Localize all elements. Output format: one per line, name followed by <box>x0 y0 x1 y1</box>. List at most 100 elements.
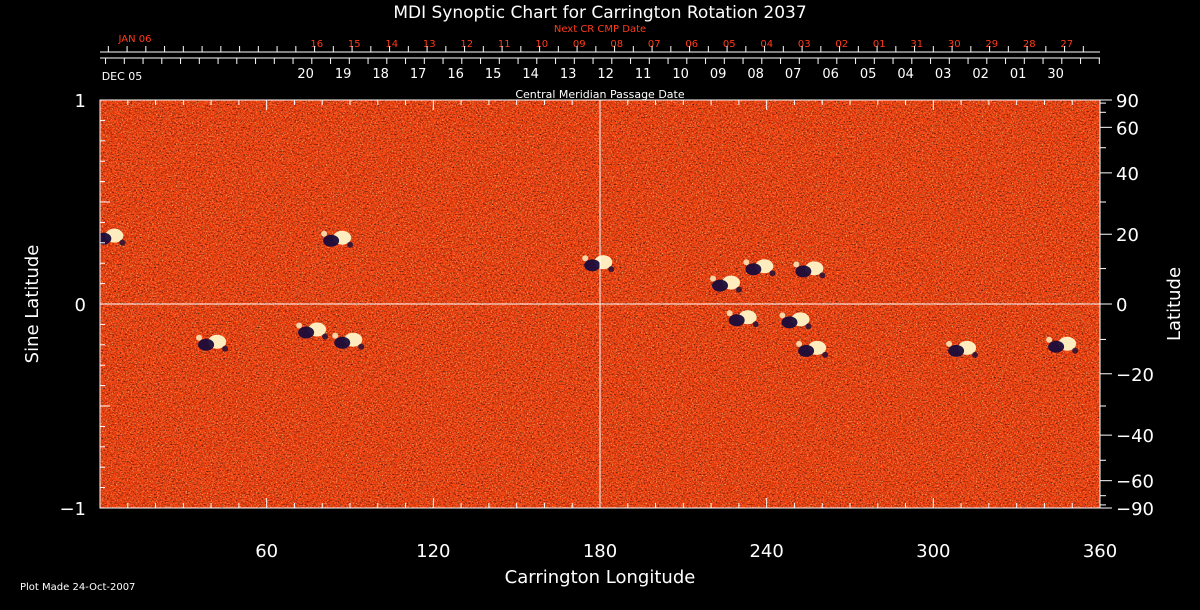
next-cr-date-label: 03 <box>798 39 811 50</box>
negative-polarity-speck <box>736 286 742 293</box>
cm-date-label: 03 <box>935 67 952 82</box>
active-region <box>793 261 826 279</box>
active-region <box>710 275 742 293</box>
next-cr-date-label: 13 <box>423 39 436 50</box>
x-tick-label: 360 <box>1083 541 1117 562</box>
positive-polarity-speck <box>1046 336 1053 343</box>
y-tick-label-right: 40 <box>1116 164 1139 185</box>
y-tick-label-left: 1 <box>75 91 86 112</box>
x-tick-label: 240 <box>749 541 783 562</box>
next-cr-date-label: 28 <box>1023 39 1036 50</box>
cm-date-label: 15 <box>485 67 502 82</box>
active-region <box>726 310 759 328</box>
y-axis-label-right: Latitude <box>1164 267 1185 341</box>
negative-polarity-speck <box>769 270 776 277</box>
next-cr-date-label: 02 <box>835 39 848 50</box>
next-cr-date-label: 15 <box>348 39 361 50</box>
negative-polarity-patch <box>795 265 812 278</box>
negative-polarity-patch <box>298 326 315 339</box>
negative-polarity-patch <box>584 259 601 272</box>
next-cr-date-label: 11 <box>498 39 511 50</box>
cm-date-label: 18 <box>372 67 389 82</box>
negative-polarity-patch <box>798 344 815 357</box>
next-cr-date-label: 04 <box>760 39 773 50</box>
negative-polarity-speck <box>822 351 829 358</box>
positive-polarity-speck <box>196 334 203 341</box>
cm-date-label: 14 <box>522 67 539 82</box>
y-tick-label-right: 0 <box>1116 295 1127 316</box>
negative-polarity-patch <box>100 232 112 245</box>
positive-polarity-speck <box>779 312 786 319</box>
cm-date-label: 08 <box>747 67 764 82</box>
next-cr-date-label: 16 <box>310 39 323 50</box>
positive-polarity-speck <box>296 322 303 329</box>
cm-date-label: 30 <box>1047 67 1064 82</box>
negative-polarity-patch <box>745 263 762 276</box>
y-axis-right: 90 60 40 20 0 −20 −40 −60 −90 <box>1100 91 1154 520</box>
y-tick-label-right: −40 <box>1116 426 1154 447</box>
negative-polarity-speck <box>1072 347 1079 354</box>
y-tick-label-left: −1 <box>59 499 86 520</box>
y-axis-label-left: Sine Latitude <box>22 245 43 364</box>
positive-polarity-speck <box>582 255 589 262</box>
negative-polarity-patch <box>728 314 745 327</box>
y-tick-label-right: 90 <box>1116 91 1139 112</box>
chart-title: MDI Synoptic Chart for Carrington Rotati… <box>393 3 806 23</box>
positive-polarity-speck <box>796 340 803 347</box>
cm-date-label: 05 <box>860 67 877 82</box>
x-axis-label: Carrington Longitude <box>505 567 696 588</box>
cm-date-label: 04 <box>897 67 914 82</box>
y-tick-label-right: −20 <box>1116 365 1154 386</box>
next-cr-date-label: 01 <box>873 39 886 50</box>
active-region <box>93 228 126 246</box>
central-meridian-axis: DEC 05 Central Meridian Passage Date 20 1… <box>100 57 1100 101</box>
next-cr-start-label: JAN 06 <box>118 34 152 45</box>
next-cr-axis: Next CR CMP Date JAN 06 16 15 14 13 12 11 10 09… <box>100 24 1100 53</box>
negative-polarity-speck <box>222 345 229 352</box>
y-tick-label-right: 20 <box>1116 225 1139 246</box>
negative-polarity-speck <box>119 239 126 246</box>
cm-date-label: 11 <box>635 67 652 82</box>
next-cr-date-label: 05 <box>723 39 736 50</box>
negative-polarity-speck <box>752 321 759 328</box>
positive-polarity-speck <box>93 229 99 235</box>
active-region <box>296 322 329 340</box>
active-region <box>779 312 812 330</box>
y-tick-label-left: 0 <box>75 295 86 316</box>
cm-date-label: 01 <box>1010 67 1027 82</box>
next-cr-date-label: 27 <box>1060 39 1073 50</box>
active-region <box>196 334 229 352</box>
positive-polarity-speck <box>710 275 716 282</box>
negative-polarity-patch <box>712 279 728 292</box>
negative-polarity-patch <box>198 338 215 351</box>
active-region <box>796 340 829 358</box>
cm-date-label: 13 <box>560 67 577 82</box>
next-cr-date-label: 31 <box>910 39 923 50</box>
cm-date-label: 17 <box>410 67 427 82</box>
next-cr-date-label: 14 <box>385 39 398 50</box>
next-cr-date-label: 29 <box>985 39 998 50</box>
next-cr-date-label: 12 <box>460 39 473 50</box>
positive-polarity-speck <box>793 261 800 268</box>
cm-start-label: DEC 05 <box>102 70 143 83</box>
negative-polarity-speck <box>322 333 329 340</box>
positive-polarity-speck <box>332 332 339 339</box>
cm-date-label: 07 <box>785 67 802 82</box>
x-tick-label: 120 <box>416 541 450 562</box>
y-tick-label-right: 60 <box>1116 118 1139 139</box>
negative-polarity-speck <box>358 343 365 350</box>
cm-date-label: 16 <box>447 67 464 82</box>
negative-polarity-patch <box>1048 340 1065 353</box>
negative-polarity-patch <box>948 344 965 357</box>
y-axis-left: 1 0 −1 <box>59 91 110 520</box>
positive-polarity-speck <box>321 230 328 237</box>
plot-made-footer: Plot Made 24-Oct-2007 <box>20 582 135 593</box>
cm-date-label: 10 <box>672 67 689 82</box>
negative-polarity-speck <box>347 241 354 248</box>
positive-polarity-speck <box>743 259 750 266</box>
negative-polarity-speck <box>805 323 812 330</box>
active-region <box>321 230 354 248</box>
cm-date-label: 12 <box>597 67 614 82</box>
next-cr-axis-label: Next CR CMP Date <box>554 24 646 35</box>
active-region <box>743 259 776 277</box>
